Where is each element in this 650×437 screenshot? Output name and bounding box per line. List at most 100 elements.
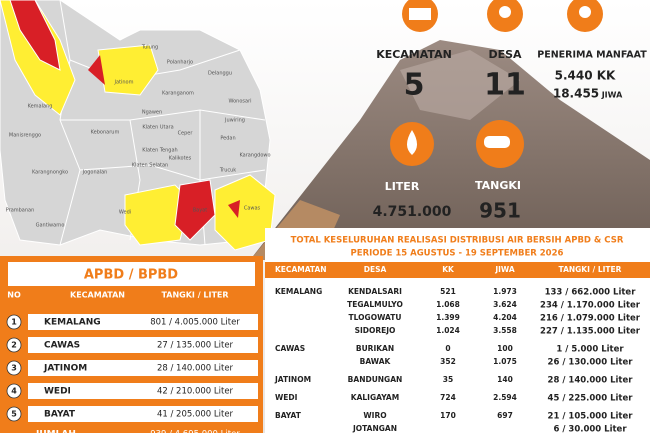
- total-header: JIWA: [494, 265, 515, 274]
- total-kecamatan: JATINOM: [274, 375, 311, 384]
- total-kk: 1.399: [436, 313, 460, 322]
- total-jiwa: 3.624: [493, 300, 517, 309]
- total-desa: WIRO: [363, 411, 386, 420]
- apbd-number-badge: [6, 383, 22, 399]
- total-tangki: 6 / 30.000 Liter: [553, 425, 627, 434]
- total-kecamatan: WEDI: [275, 393, 298, 402]
- apbd-number: 2: [11, 341, 17, 350]
- stat-value: 5: [404, 68, 425, 103]
- map-region-label: Tulung: [141, 45, 158, 51]
- apbd-number: 5: [11, 410, 17, 419]
- total-tangki: 45 / 225.000 Liter: [548, 394, 634, 404]
- stat-value: 5.440 KK: [555, 69, 616, 83]
- total-kecamatan: KEMALANG: [275, 287, 322, 296]
- map-region-label: Jogonalan: [82, 170, 108, 176]
- map-region-label: Wedi: [119, 210, 131, 216]
- stat-label: KECAMATAN: [376, 48, 452, 61]
- stat-unit: JIWA: [601, 91, 623, 100]
- apbd-kecamatan: CAWAS: [44, 341, 80, 351]
- map-region-label: Gantiwarno: [36, 223, 65, 229]
- map-region-label: Karanganom: [162, 91, 194, 97]
- stat-label: LITER: [385, 180, 420, 193]
- total-tangki: 234 / 1.170.000 Liter: [540, 301, 641, 311]
- apbd-tangki: 41 / 205.000 Liter: [157, 410, 234, 420]
- total-kk: 170: [440, 411, 456, 420]
- total-kk: 521: [440, 287, 456, 296]
- total-tangki: 26 / 130.000 Liter: [548, 358, 634, 368]
- map-region-label: Wonosari: [228, 99, 251, 105]
- map-region-label: Kemalang: [28, 104, 53, 110]
- apbd-number-badge: [6, 314, 22, 330]
- apbd-number-badge: [6, 360, 22, 376]
- icon-shape: [484, 136, 510, 148]
- total-tangki: 21 / 105.000 Liter: [548, 412, 634, 422]
- map-region-label: Kebonarum: [91, 130, 120, 136]
- total-desa: BANDUNGAN: [348, 375, 403, 384]
- total-desa: JOTANGAN: [352, 424, 397, 433]
- total-tangki: 227 / 1.135.000 Liter: [540, 327, 641, 337]
- apbd-row: [28, 314, 258, 330]
- map-region-label: Cawas: [244, 206, 261, 212]
- apbd-row: [28, 360, 258, 376]
- total-jiwa: 2.594: [493, 393, 517, 402]
- map-region-label: Ngawen: [142, 110, 162, 116]
- map-region-label: Klaten Tengah: [142, 148, 177, 154]
- apbd-title-bar: [8, 262, 255, 286]
- total-tangki: 28 / 140.000 Liter: [548, 376, 634, 386]
- apbd-row: [28, 383, 258, 399]
- total-kk: 35: [443, 375, 453, 384]
- total-desa: KENDALSARI: [348, 287, 402, 296]
- apbd-kecamatan: JATINOM: [43, 364, 87, 374]
- map-region-label: Juwiring: [224, 118, 245, 124]
- total-tangki: 216 / 1.079.000 Liter: [540, 314, 641, 324]
- apbd-number: 1: [11, 318, 17, 327]
- apbd-number: 3: [11, 364, 17, 373]
- map-region-label: Manisrenggo: [9, 133, 41, 139]
- total-tangki: 1 / 5.000 Liter: [556, 345, 624, 355]
- mountain: [250, 40, 650, 260]
- apbd-number-badge: [6, 406, 22, 422]
- map-region-label: Polanharjo: [167, 60, 193, 66]
- total-jiwa: 100: [497, 344, 513, 353]
- apbd-tangki: 27 / 135.000 Liter: [157, 341, 234, 351]
- total-kecamatan: CAWAS: [275, 344, 305, 353]
- total-kk: 1.068: [436, 300, 460, 309]
- apbd-row: [28, 337, 258, 353]
- apbd-header: NO: [7, 291, 21, 300]
- total-header: DESA: [364, 265, 387, 274]
- total-jiwa: 1.973: [493, 287, 517, 296]
- icon-shape: [499, 6, 511, 18]
- apbd-row: [28, 406, 258, 422]
- total-jiwa: 140: [497, 375, 513, 384]
- total-desa: BAWAK: [360, 357, 392, 366]
- map-region-label: Prambanan: [6, 208, 35, 214]
- total-desa: SIDOREJO: [355, 326, 396, 335]
- total-subtitle: PERIODE 15 AGUSTUS - 19 SEPTEMBER 2026: [351, 249, 564, 259]
- total-kk: 0: [445, 344, 450, 353]
- total-desa: TLOGOWATU: [349, 313, 402, 322]
- apbd-tangki: 801 / 4.005.000 Liter: [150, 318, 240, 328]
- stat-value: 18.455: [553, 87, 599, 101]
- stats: KECAMATAN 5 DESA 11 PENERIMA MANFAAT 5.4…: [373, 0, 647, 223]
- total-desa: TEGALMULYO: [347, 300, 403, 309]
- total-header-bar: [265, 262, 650, 278]
- stat-label: TANGKI: [475, 179, 521, 192]
- map-region-label: Karangnongko: [32, 170, 68, 176]
- map-region-label: Pedan: [220, 136, 235, 142]
- total-jiwa: 3.558: [493, 326, 517, 335]
- icon-shape: [409, 8, 431, 20]
- mountain-highlight: [400, 50, 520, 120]
- total-desa: BURIKAN: [356, 344, 394, 353]
- stat-value: 11: [484, 68, 526, 103]
- apbd-kecamatan: KEMALANG: [44, 318, 101, 328]
- total-kecamatan: BAYAT: [275, 411, 302, 420]
- apbd-title: APBD / BPBD: [84, 268, 178, 283]
- map-region-label: Jatinom: [114, 80, 134, 86]
- total-title: TOTAL KESELURUHAN REALISASI DISTRIBUSI A…: [291, 236, 624, 246]
- total-jiwa: 697: [497, 411, 513, 420]
- apbd-number-badge: [6, 337, 22, 353]
- stat-label: PENERIMA MANFAAT: [537, 50, 647, 61]
- total-header: KK: [442, 265, 455, 274]
